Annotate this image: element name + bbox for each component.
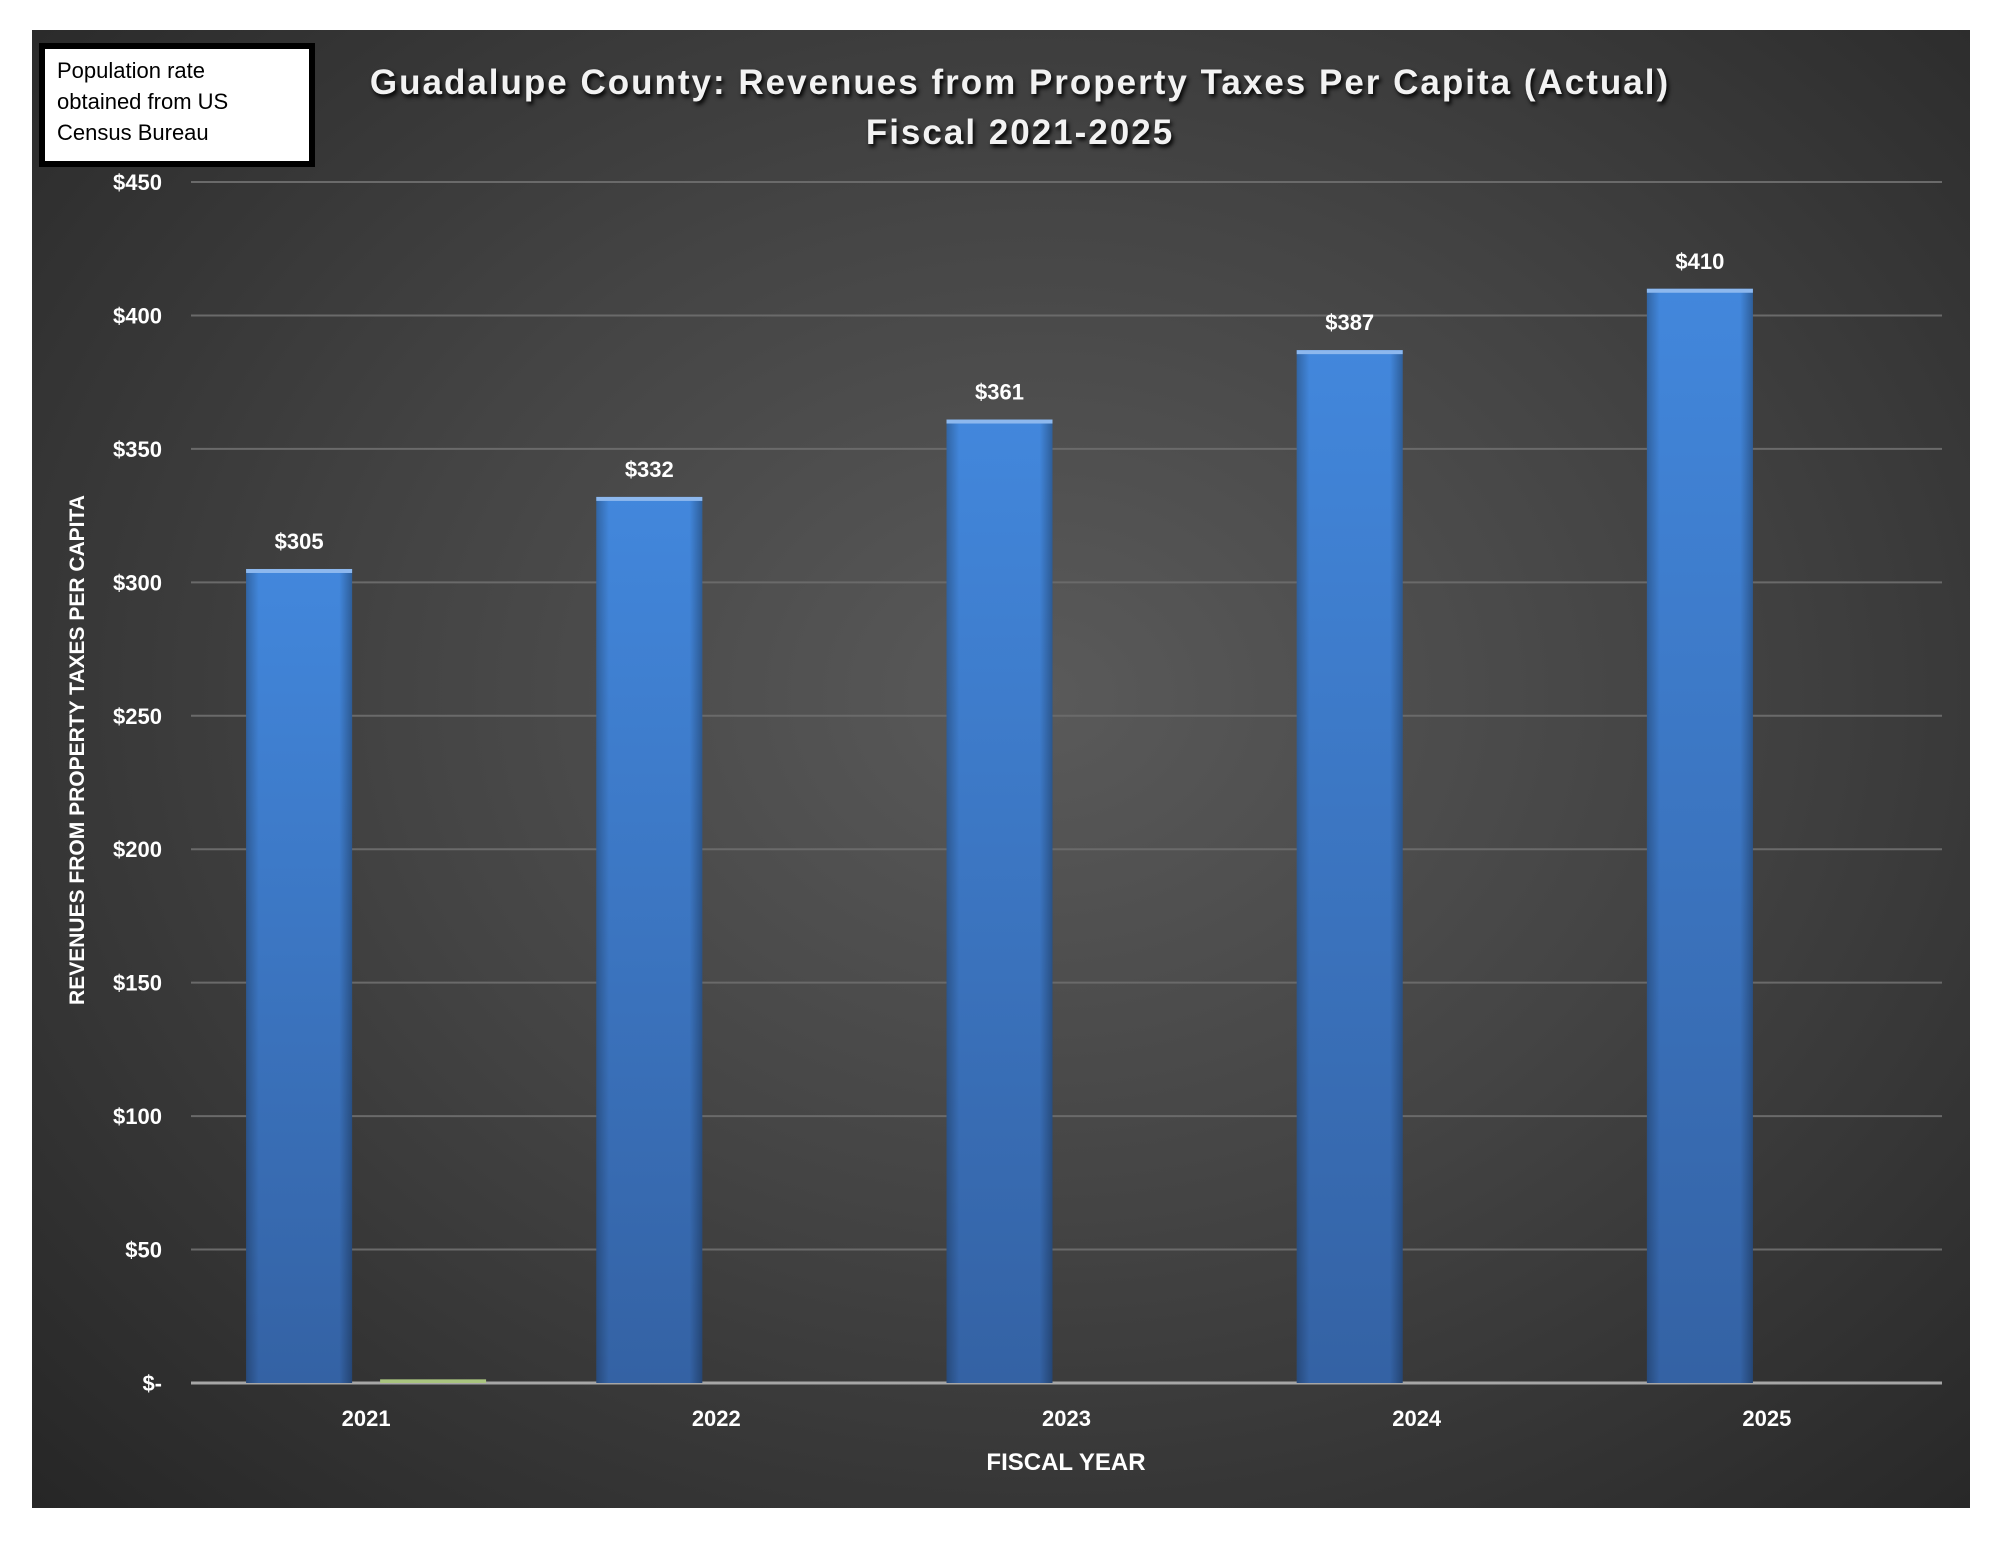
x-tick-label: 2022 [692,1406,741,1431]
bar-series-2 [380,1379,487,1383]
y-tick-label: $250 [113,704,162,729]
data-label: $410 [1675,249,1724,274]
bar-top [946,419,1053,424]
bar-top [596,496,703,501]
bar-top [246,568,353,573]
data-label: $305 [275,529,324,554]
chart-title-line2: Fiscal 2021-2025 [865,113,1175,152]
bar-top [1646,288,1753,293]
note-line: obtained from US [57,89,229,114]
y-tick-label: $50 [125,1238,162,1263]
x-tick-label: 2023 [1042,1406,1091,1431]
x-tick-label: 2021 [342,1406,391,1431]
data-label: $387 [1325,310,1374,335]
y-tick-label: $200 [113,837,162,862]
source-note: Population rate obtained from US Census … [39,43,315,167]
bar-shade [246,568,353,1383]
y-tick-label: $300 [113,570,162,595]
note-line: Census Bureau [57,120,209,145]
chart-title-line1: Guadalupe County: Revenues from Property… [369,63,1671,102]
y-tick-label: $- [142,1371,162,1396]
y-tick-label: $150 [113,971,162,996]
bar-shade [946,419,1053,1383]
y-tick-label: $350 [113,437,162,462]
x-tick-label: 2025 [1742,1406,1791,1431]
y-axis-title: REVENUES FROM PROPERTY TAXES PER CAPITA [66,495,89,1005]
data-label: $361 [975,380,1024,405]
bar-shade [596,496,703,1383]
bar-top [1296,350,1403,355]
data-label: $332 [625,457,674,482]
y-tick-label: $100 [113,1104,162,1129]
y-tick-label: $400 [113,303,162,328]
bar-shade [1646,288,1753,1383]
x-tick-label: 2024 [1392,1406,1442,1431]
x-axis-title: FISCAL YEAR [986,1449,1145,1476]
y-tick-label: $450 [113,170,162,195]
note-line: Population rate [57,58,205,83]
bar-shade [1296,350,1403,1383]
chart-title: Guadalupe County: Revenues from Property… [300,58,1740,158]
